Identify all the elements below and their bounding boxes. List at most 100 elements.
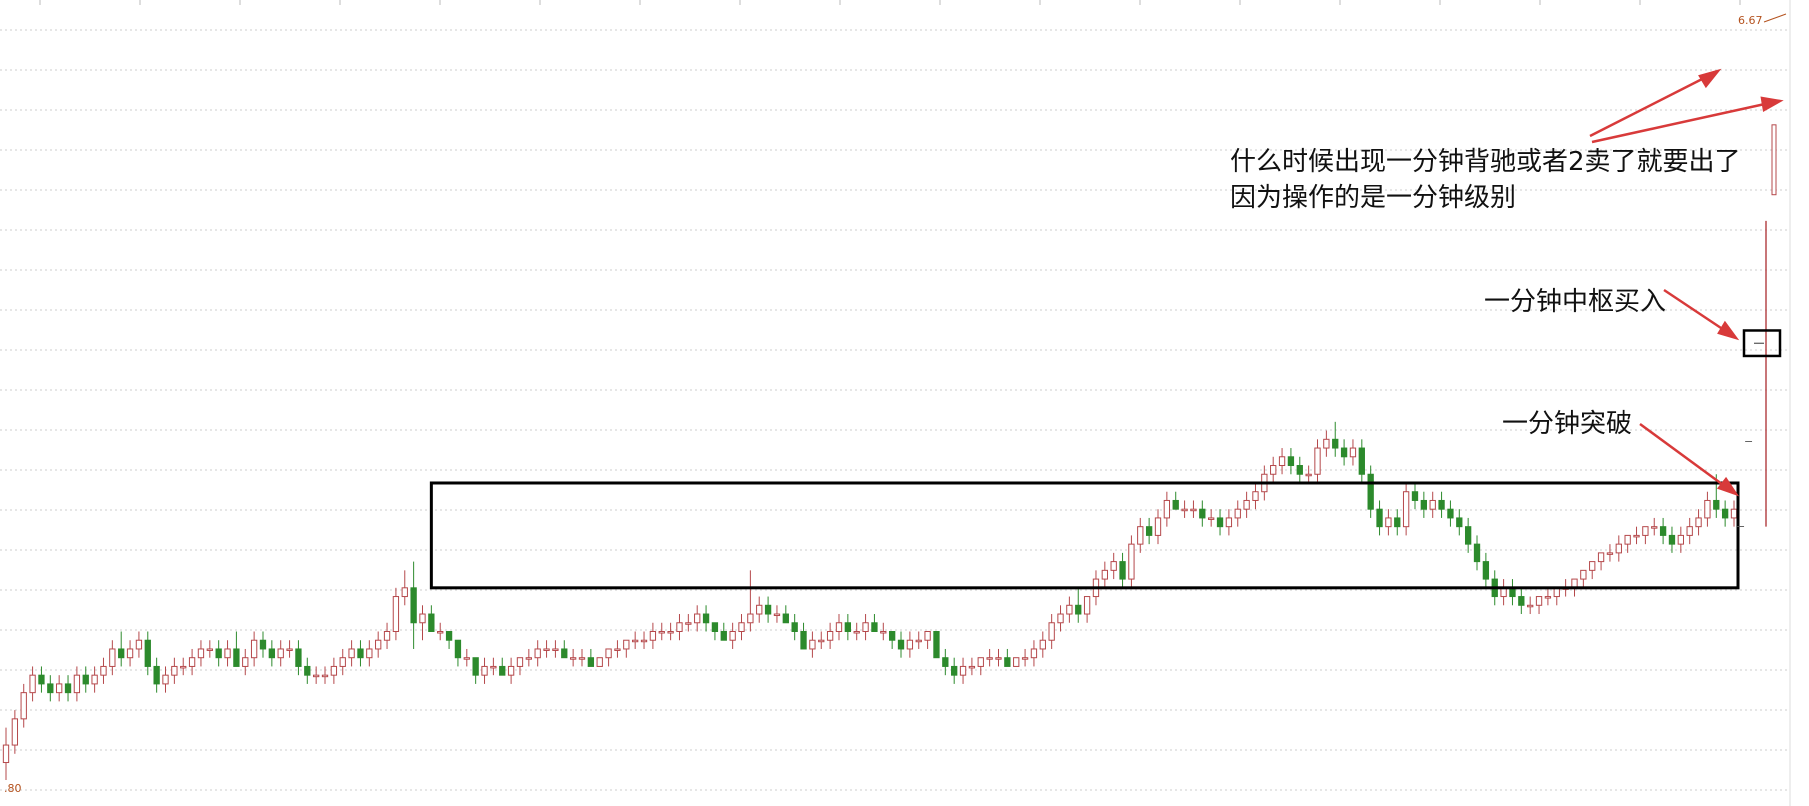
candle (1438, 491, 1445, 518)
annotation-breakout: 一分钟突破 (1502, 409, 1632, 439)
candle-body (304, 665, 311, 676)
candle-body (906, 639, 914, 650)
candle-body (1021, 657, 1029, 660)
candle (304, 657, 311, 684)
candle (1332, 421, 1339, 457)
candle (1030, 640, 1038, 667)
arrow-breakout (1639, 422, 1731, 492)
candle (428, 605, 435, 632)
candle-body (357, 648, 364, 659)
candle-body (782, 613, 789, 624)
candle (844, 614, 852, 641)
candle-body (100, 665, 107, 676)
arrow-pivot-buy-head (1717, 320, 1740, 341)
candle (153, 657, 160, 693)
candle (162, 666, 169, 693)
candle-body (321, 674, 329, 678)
candle (383, 622, 391, 649)
candle (1021, 648, 1029, 667)
candle (1500, 579, 1507, 606)
candle (1385, 509, 1392, 536)
candle (1580, 569, 1587, 588)
candle (1083, 596, 1091, 623)
candle (1651, 517, 1658, 536)
arrow-breakout-head (1716, 476, 1740, 497)
candle-body (1367, 473, 1374, 510)
candle (862, 614, 869, 641)
candle-body (29, 674, 36, 694)
candle (286, 640, 293, 658)
candle (995, 648, 1002, 667)
candle-body (64, 683, 72, 694)
candle-body (1137, 526, 1144, 545)
candle-body (463, 657, 470, 660)
candle (534, 640, 541, 667)
candle (135, 631, 143, 658)
candle (73, 666, 81, 702)
candle-body (1411, 491, 1419, 501)
candle-body (1394, 517, 1401, 528)
candle (1270, 456, 1277, 483)
candle-body (1314, 447, 1321, 475)
candle-body (1208, 517, 1215, 520)
candle-body (1544, 596, 1552, 599)
candle-body (1154, 517, 1162, 536)
candle (959, 657, 967, 684)
candle-body (277, 648, 284, 659)
candle-body (942, 657, 949, 667)
candle-body (1580, 569, 1587, 580)
candle-body (968, 665, 976, 669)
candle (1553, 587, 1560, 606)
candle-body (454, 639, 462, 659)
candle-body (135, 639, 143, 650)
candle (1509, 579, 1516, 606)
candle-body (348, 648, 355, 659)
annotation-arrows (1589, 68, 1784, 497)
candle-body (250, 639, 258, 659)
candle-body (853, 630, 860, 634)
candle (1004, 648, 1011, 667)
candle-body (1234, 508, 1241, 519)
candle-body (587, 657, 595, 667)
candle-body (1225, 517, 1233, 528)
candle (1535, 596, 1543, 615)
candle (250, 631, 258, 667)
candle (259, 631, 267, 658)
candle-body (2, 744, 10, 764)
candle (632, 631, 639, 649)
candle (791, 614, 798, 641)
candle (1154, 509, 1162, 545)
candle-body (224, 648, 231, 659)
candle-body (1438, 499, 1445, 510)
candle-body (1659, 526, 1667, 536)
candle (1615, 535, 1622, 562)
candle (1278, 448, 1286, 475)
candle-body (171, 665, 178, 676)
candle-body (91, 674, 98, 685)
candle-body (729, 630, 736, 641)
candle-body (197, 648, 205, 659)
candle-body (1695, 517, 1702, 528)
candle (188, 648, 196, 676)
candles (2, 421, 1738, 780)
candle-body (702, 613, 710, 624)
candle-body (206, 648, 213, 651)
candle-body (605, 648, 612, 659)
candle (968, 657, 976, 676)
candle (357, 640, 364, 667)
candle-body (56, 683, 63, 694)
candle (312, 666, 320, 684)
candle-body (1651, 526, 1658, 529)
annotation-sell-rule-line2: 因为操作的是一分钟级别 (1230, 183, 1516, 213)
candle (437, 622, 444, 641)
top-right-curve (1763, 13, 1787, 23)
candle-body (144, 639, 151, 667)
candle (144, 631, 151, 676)
candle-body (109, 648, 116, 667)
candle (348, 640, 355, 667)
candle (702, 605, 710, 632)
candle-body (1473, 543, 1481, 563)
candle (561, 640, 568, 659)
candle (1243, 491, 1250, 518)
